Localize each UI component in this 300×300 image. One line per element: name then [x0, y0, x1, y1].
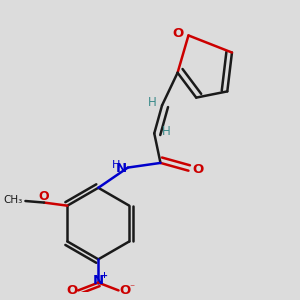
Text: H: H	[112, 160, 120, 170]
Text: CH₃: CH₃	[4, 195, 23, 205]
Text: N: N	[116, 162, 127, 175]
Text: O: O	[192, 163, 203, 176]
Text: H: H	[148, 96, 157, 109]
Text: O: O	[66, 284, 77, 297]
Text: O: O	[119, 284, 130, 297]
Text: O: O	[39, 190, 50, 203]
Text: ⁻: ⁻	[129, 283, 134, 293]
Text: O: O	[172, 27, 183, 40]
Text: +: +	[100, 271, 107, 280]
Text: H: H	[162, 125, 171, 138]
Text: N: N	[93, 274, 104, 286]
